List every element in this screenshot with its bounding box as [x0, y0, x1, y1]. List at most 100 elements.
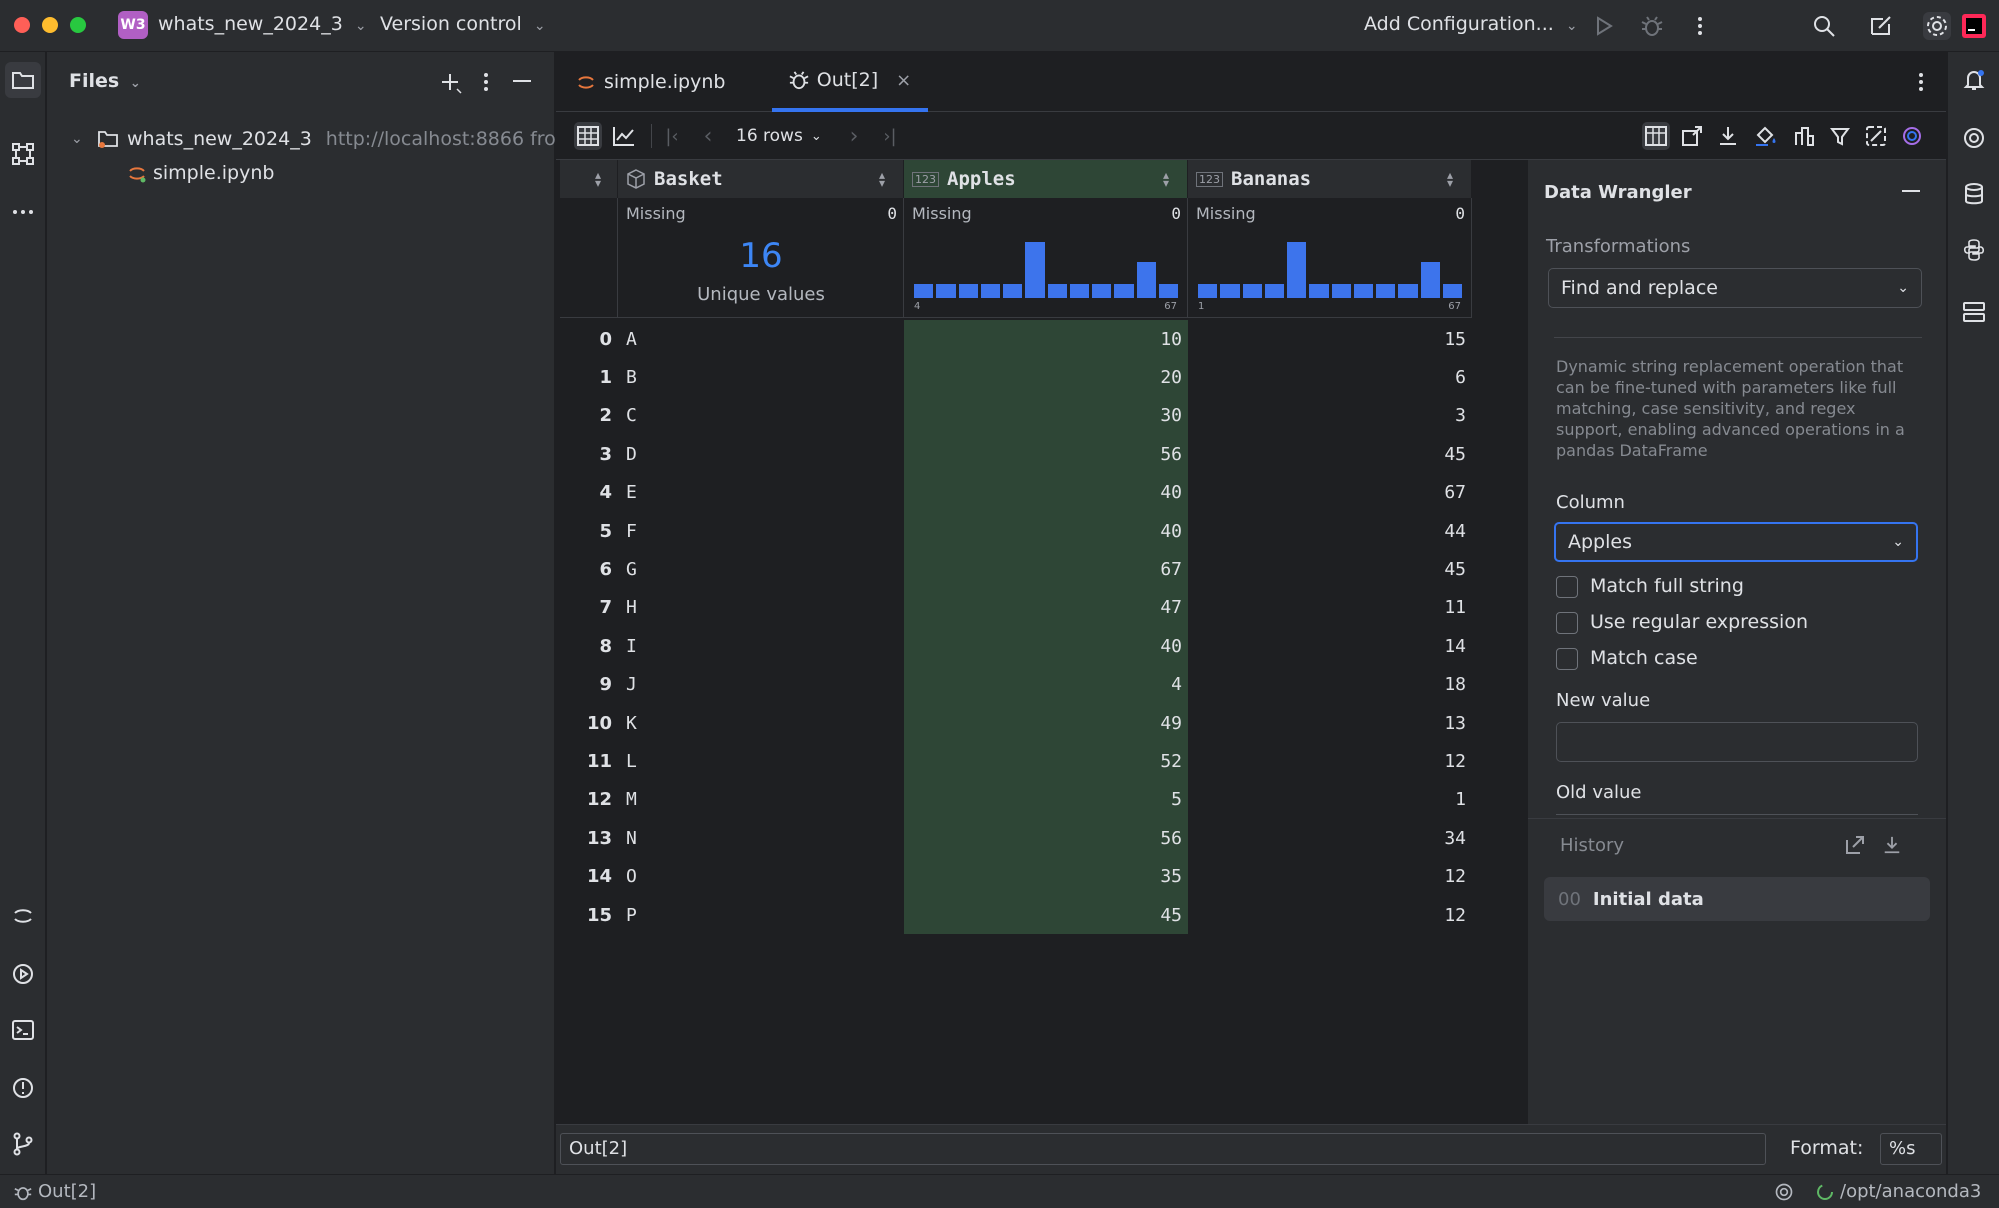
- sort-icon[interactable]: ▴ ▾: [878, 168, 885, 190]
- histogram-bar[interactable]: [1003, 284, 1023, 298]
- next-page-icon[interactable]: ›: [849, 123, 859, 149]
- table-row[interactable]: 5 F 40 44: [560, 512, 1472, 551]
- compare-icon[interactable]: [1790, 122, 1818, 150]
- tab-simple-ipynb[interactable]: simple.ipynb: [576, 52, 725, 112]
- git-icon[interactable]: [5, 1126, 41, 1162]
- tree-root-node[interactable]: ⌄ whats_new_2024_3 http://localhost:8866…: [71, 124, 587, 154]
- histogram-bar[interactable]: [1242, 284, 1262, 298]
- cell-bananas[interactable]: 13: [1444, 712, 1466, 734]
- histogram-bar[interactable]: [1114, 284, 1134, 298]
- row-index[interactable]: 14: [560, 857, 618, 896]
- cell-bananas[interactable]: 12: [1444, 904, 1466, 926]
- terminal-icon[interactable]: [5, 1012, 41, 1048]
- bananas-histogram[interactable]: [1198, 242, 1462, 298]
- project-folder-icon[interactable]: [5, 62, 41, 98]
- project-selector[interactable]: whats_new_2024_3 ⌄: [158, 13, 367, 35]
- table-row[interactable]: 3 D 56 45: [560, 435, 1472, 474]
- cell-bananas[interactable]: 67: [1444, 482, 1466, 504]
- histogram-bar[interactable]: [1025, 242, 1045, 298]
- previous-page-icon[interactable]: ‹: [703, 123, 713, 149]
- histogram-bar[interactable]: [1420, 261, 1440, 298]
- histogram-bar[interactable]: [958, 284, 978, 298]
- cell-apples[interactable]: 4: [904, 665, 1188, 704]
- histogram-bar[interactable]: [980, 284, 1000, 298]
- transformation-select[interactable]: Find and replace ⌄: [1548, 268, 1922, 308]
- more-vertical-icon[interactable]: [1686, 12, 1714, 40]
- histogram-bar[interactable]: [1136, 261, 1156, 298]
- first-page-icon[interactable]: |‹: [665, 125, 679, 147]
- cell-bananas[interactable]: 12: [1444, 751, 1466, 773]
- sort-icon[interactable]: ▴ ▾: [1446, 168, 1453, 190]
- database-icon[interactable]: [1956, 176, 1992, 212]
- table-row[interactable]: 15 P 45 12: [560, 896, 1472, 935]
- column-header-bananas[interactable]: 123 Bananas ▴ ▾: [1188, 160, 1472, 198]
- cell-basket[interactable]: M: [626, 789, 637, 811]
- row-index[interactable]: 0: [560, 320, 618, 359]
- apples-histogram[interactable]: [914, 242, 1178, 298]
- cell-apples[interactable]: 67: [904, 550, 1188, 589]
- data-wrangler-icon[interactable]: [1642, 122, 1670, 150]
- zoom-window-button[interactable]: [70, 17, 86, 33]
- cell-basket[interactable]: G: [626, 559, 637, 581]
- chevron-down-icon[interactable]: ⌄: [71, 131, 83, 147]
- cell-bananas[interactable]: 15: [1444, 328, 1466, 350]
- row-index[interactable]: 15: [560, 896, 618, 935]
- histogram-bar[interactable]: [1069, 284, 1089, 298]
- index-column-header[interactable]: ▴ ▾: [560, 160, 618, 198]
- histogram-bar[interactable]: [1047, 284, 1067, 298]
- vcs-menu[interactable]: Version control ⌄: [380, 13, 546, 35]
- cell-apples[interactable]: 47: [904, 588, 1188, 628]
- cell-apples[interactable]: 30: [904, 396, 1188, 436]
- open-in-new-tab-icon[interactable]: [1678, 122, 1706, 150]
- tree-file-node[interactable]: simple.ipynb: [127, 158, 274, 188]
- filter-icon[interactable]: [1826, 122, 1854, 150]
- run-configuration-selector[interactable]: Add Configuration... ⌄: [1364, 13, 1578, 35]
- table-row[interactable]: 9 J 4 18: [560, 665, 1472, 704]
- histogram-bar[interactable]: [914, 284, 934, 298]
- files-view-selector[interactable]: Files ⌄: [69, 70, 141, 92]
- cell-apples[interactable]: 49: [904, 704, 1188, 743]
- histogram-bar[interactable]: [1287, 242, 1307, 298]
- histogram-bar[interactable]: [936, 284, 956, 298]
- cell-bananas[interactable]: 11: [1444, 597, 1466, 619]
- cell-bananas[interactable]: 14: [1444, 635, 1466, 657]
- cell-name-field[interactable]: Out[2]: [560, 1133, 1766, 1165]
- transpose-icon[interactable]: [1862, 122, 1890, 150]
- row-index[interactable]: 1: [560, 358, 618, 397]
- histogram-bar[interactable]: [1198, 284, 1218, 298]
- export-icon[interactable]: [1845, 835, 1865, 855]
- cell-apples[interactable]: 20: [904, 358, 1188, 397]
- cell-basket[interactable]: O: [626, 866, 637, 888]
- cell-basket[interactable]: K: [626, 712, 637, 734]
- cell-bananas[interactable]: 18: [1444, 674, 1466, 696]
- cell-bananas[interactable]: 45: [1444, 559, 1466, 581]
- cell-basket[interactable]: C: [626, 405, 637, 427]
- column-header-apples[interactable]: 123 Apples ▴ ▾: [904, 160, 1188, 198]
- table-row[interactable]: 12 M 5 1: [560, 780, 1472, 820]
- cell-basket[interactable]: B: [626, 367, 637, 389]
- histogram-bar[interactable]: [1376, 284, 1396, 298]
- minimize-window-button[interactable]: [42, 17, 58, 33]
- row-index[interactable]: 2: [560, 396, 618, 436]
- cell-bananas[interactable]: 44: [1444, 520, 1466, 542]
- minimize-panel-icon[interactable]: [1902, 190, 1920, 192]
- table-row[interactable]: 13 N 56 34: [560, 819, 1472, 858]
- cell-basket[interactable]: E: [626, 482, 637, 504]
- project-badge[interactable]: W3: [118, 11, 148, 39]
- notifications-bell-icon[interactable]: [1956, 62, 1992, 98]
- more-horizontal-icon[interactable]: [5, 194, 41, 230]
- structure-icon[interactable]: [5, 136, 41, 172]
- cell-bananas[interactable]: 3: [1455, 405, 1466, 427]
- table-row[interactable]: 8 I 40 14: [560, 627, 1472, 666]
- cell-apples[interactable]: 40: [904, 627, 1188, 666]
- cell-basket[interactable]: I: [626, 635, 637, 657]
- search-icon[interactable]: [1810, 12, 1838, 40]
- ai-assistant-icon[interactable]: [1956, 120, 1992, 156]
- download-icon[interactable]: [1882, 835, 1902, 855]
- format-field[interactable]: %s: [1880, 1133, 1942, 1165]
- cell-apples[interactable]: 10: [904, 320, 1188, 359]
- download-icon[interactable]: [1714, 122, 1742, 150]
- cell-bananas[interactable]: 12: [1444, 866, 1466, 888]
- histogram-bar[interactable]: [1158, 284, 1178, 298]
- cell-basket[interactable]: L: [626, 751, 637, 773]
